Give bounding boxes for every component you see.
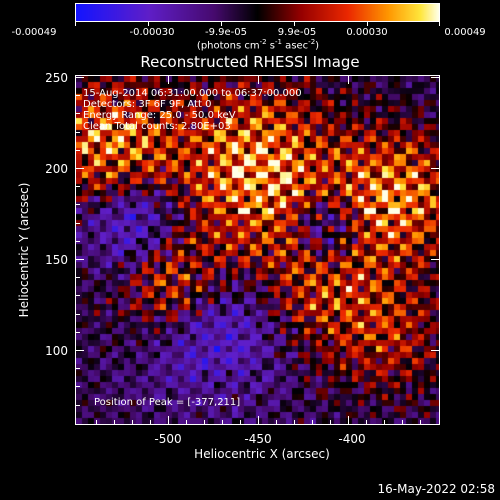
y-major-tick (431, 77, 440, 78)
colorbar-tick-label: 9.9e-05 (277, 27, 317, 38)
colorbar-unit: (photons cm-2 s-1 asec-2) (196, 38, 320, 52)
colorbar (75, 3, 440, 22)
x-major-tick (258, 416, 259, 425)
y-major-tick (75, 350, 84, 351)
x-minor-tick (312, 420, 313, 425)
y-minor-tick (75, 332, 80, 333)
plot-title: Reconstructed RHESSI Image (140, 53, 360, 71)
y-minor-tick (75, 150, 80, 151)
y-axis-label: Heliocentric Y (arcsec) (17, 182, 31, 318)
y-minor-tick (75, 277, 80, 278)
colorbar-tick-label: -9.9e-05 (205, 27, 247, 38)
colorbar-tick (294, 22, 295, 26)
y-major-tick (431, 259, 440, 260)
colorbar-tick-label: -0.00030 (129, 27, 175, 38)
colorbar-tick (75, 22, 76, 26)
y-major-tick (431, 168, 440, 169)
x-major-tick (168, 75, 169, 84)
x-minor-tick (114, 420, 115, 425)
y-minor-tick (75, 314, 80, 315)
x-major-tick (348, 75, 349, 84)
y-major-tick (431, 350, 440, 351)
y-tick-label: 100 (45, 344, 68, 358)
x-minor-tick (150, 420, 151, 425)
x-minor-tick (204, 420, 205, 425)
y-minor-tick (75, 295, 80, 296)
x-minor-tick (132, 420, 133, 425)
y-minor-tick (75, 95, 80, 96)
x-tick-label: -400 (338, 432, 366, 446)
y-tick-label: 200 (45, 162, 68, 176)
total-counts-annotation: Clean Total counts: 2.80E+03 (83, 121, 231, 132)
x-minor-tick (294, 420, 295, 425)
x-major-tick (168, 416, 169, 425)
y-minor-tick (75, 186, 80, 187)
y-minor-tick (75, 132, 80, 133)
colorbar-tick-label: -0.00049 (11, 27, 57, 38)
peak-position-annotation: Position of Peak = [-377,211] (94, 397, 241, 408)
detectors-annotation: Detectors: 3F 6F 9F, Att 0 (83, 99, 212, 110)
y-minor-tick (75, 241, 80, 242)
x-minor-tick (402, 420, 403, 425)
x-major-tick (348, 416, 349, 425)
x-minor-tick (96, 420, 97, 425)
x-minor-tick (384, 420, 385, 425)
y-tick-label: 150 (45, 253, 68, 267)
x-tick-label: -500 (154, 432, 182, 446)
y-tick-label: 250 (45, 71, 68, 85)
x-minor-tick (330, 420, 331, 425)
colorbar-tick (221, 22, 222, 26)
colorbar-tick (148, 22, 149, 26)
x-minor-tick (222, 420, 223, 425)
y-minor-tick (75, 368, 80, 369)
colorbar-tick-label: 0.00049 (444, 27, 486, 38)
x-major-tick (258, 75, 259, 84)
y-minor-tick (75, 223, 80, 224)
x-tick-label: -450 (244, 432, 272, 446)
x-minor-tick (420, 420, 421, 425)
colorbar-tick (439, 22, 440, 26)
energy-range-annotation: Energy Range: 25.0 - 50.0 keV (83, 110, 236, 121)
y-minor-tick (75, 405, 80, 406)
x-minor-tick (366, 420, 367, 425)
x-minor-tick (240, 420, 241, 425)
plot-timestamp: 16-May-2022 02:58 (377, 482, 495, 496)
x-minor-tick (186, 420, 187, 425)
colorbar-tick (367, 22, 368, 26)
y-major-tick (75, 77, 84, 78)
y-major-tick (75, 168, 84, 169)
y-major-tick (75, 259, 84, 260)
time-range-annotation: 15-Aug-2014 06:31:00.000 to 06:37:00.000 (83, 88, 302, 99)
reconstructed-image (76, 76, 439, 424)
y-minor-tick (75, 204, 80, 205)
x-axis-label: Heliocentric X (arcsec) (194, 447, 330, 461)
y-minor-tick (75, 386, 80, 387)
x-minor-tick (276, 420, 277, 425)
y-minor-tick (75, 113, 80, 114)
colorbar-tick-label: 0.00030 (346, 27, 388, 38)
image-plot-area: 15-Aug-2014 06:31:00.000 to 06:37:00.000… (75, 75, 440, 425)
